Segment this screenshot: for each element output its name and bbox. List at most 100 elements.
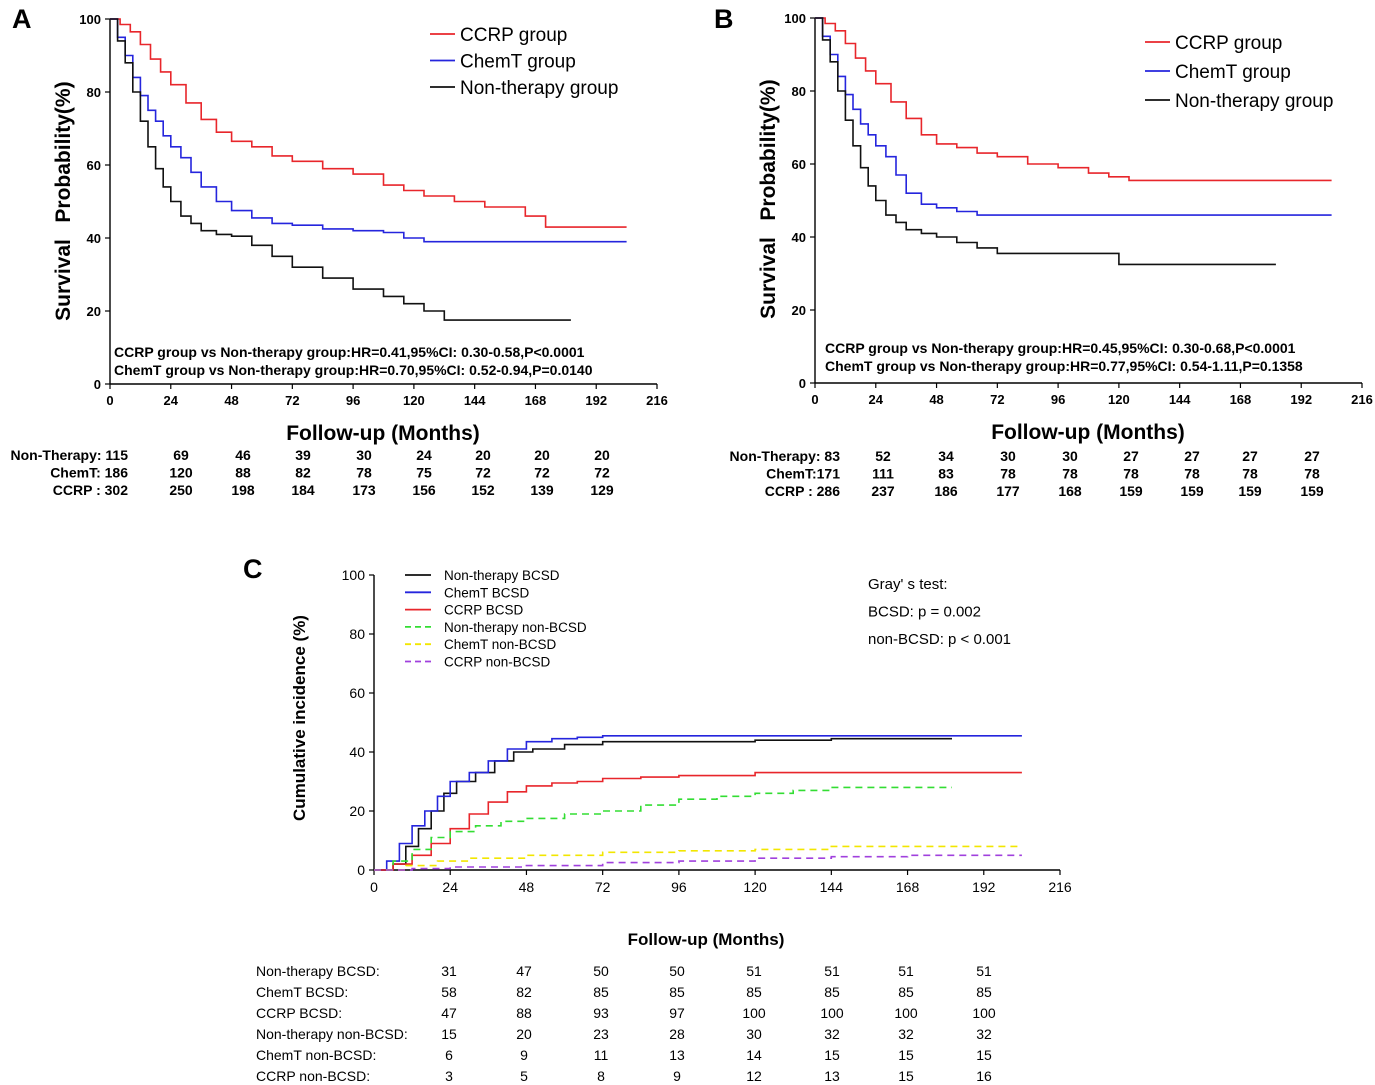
panel-c-y-axis-title: Cumulative incidence (%) — [290, 615, 309, 821]
panel-a-x-tick-label: 144 — [464, 393, 486, 408]
panel-a-risk-value: 250 — [169, 482, 193, 498]
panel-a-risk-value: 75 — [416, 465, 432, 481]
panel-c-risk-row-label: CCRP BCSD: — [256, 1005, 342, 1021]
panel-c: C0 24 48 72 96 120 144 168 192 216020406080100Fol… — [243, 554, 1072, 1084]
panel-a-y-axis-title-part2: Probability(%) — [52, 81, 75, 222]
panel-c-risk-value: 15 — [976, 1047, 992, 1063]
panel-b-risk-value: 78 — [1242, 466, 1258, 482]
panel-c-risk-value: 15 — [898, 1047, 914, 1063]
panel-a-x-tick-label: 48 — [224, 393, 238, 408]
panel-a-x-tick-label: 216 — [646, 393, 668, 408]
panel-c-risk-value: 47 — [516, 963, 532, 979]
panel-c-risk-value: 85 — [976, 984, 992, 1000]
panel-a-risk-value: 139 — [530, 482, 554, 498]
panel-c-risk-value: 85 — [746, 984, 762, 1000]
panel-c-risk-value: 15 — [441, 1026, 457, 1042]
panel-a-x-tick-label: 120 — [403, 393, 425, 408]
panel-a-risk-value: 78 — [356, 465, 372, 481]
panel-c-risk-value: 85 — [824, 984, 840, 1000]
panel-a-series-2-line — [110, 18, 571, 321]
panel-b-legend-label: ChemT group — [1175, 62, 1291, 83]
panel-b-x-tick-label: 96 — [1051, 392, 1065, 407]
panel-c-letter: C — [243, 554, 263, 584]
panel-a-x-tick-label: 192 — [585, 393, 607, 408]
panel-c-risk-value: 85 — [898, 984, 914, 1000]
panel-a-y-tick-label: 80 — [87, 85, 101, 100]
panel-c-risk-value: 100 — [894, 1005, 918, 1021]
panel-b-risk-value: 78 — [1000, 466, 1016, 482]
panel-c-y-tick-label: 60 — [349, 685, 365, 701]
panel-c-x-tick-label: 48 — [519, 879, 535, 895]
panel-a-risk-value: 20 — [534, 447, 550, 463]
panel-c-risk-value: 85 — [593, 984, 609, 1000]
panel-c-risk-value: 13 — [824, 1068, 840, 1084]
panel-a-y-tick-label: 20 — [87, 304, 101, 319]
panel-c-risk-value: 14 — [746, 1047, 762, 1063]
panel-a-risk-value: 152 — [471, 482, 495, 498]
panel-c-x-tick-label: 144 — [820, 879, 844, 895]
panel-b-x-tick-label: 24 — [869, 392, 884, 407]
panel-a-risk-value: 82 — [295, 465, 311, 481]
panel-b-risk-value: 83 — [938, 466, 954, 482]
panel-a-risk-value: 88 — [235, 465, 251, 481]
panel-c-risk-row-label: Non-therapy BCSD: — [256, 963, 380, 979]
panel-b-series-2-line — [815, 17, 1276, 266]
panel-c-series-5-line — [374, 854, 1022, 871]
panel-a-x-tick-label: 96 — [346, 393, 360, 408]
panel-c-x-tick-label: 192 — [972, 879, 996, 895]
panel-b-risk-row-label: CCRP : 286 — [765, 483, 840, 499]
panel-c-x-tick-label: 0 — [370, 879, 378, 895]
panel-c-risk-value: 58 — [441, 984, 457, 1000]
panel-a-series-1-line — [110, 18, 627, 243]
panel-a-legend-label: ChemT group — [460, 52, 576, 73]
panel-a-risk-row-label: ChemT: 186 — [50, 465, 128, 481]
panel-c-series-2-line — [374, 771, 1022, 871]
panel-b: B 0 24 48 72 96 120 144 168 192 216 0 20 40 60 80 100 Fol… — [714, 4, 1373, 499]
panel-b-risk-value: 52 — [875, 448, 891, 464]
panel-c-legend-label: CCRP BCSD — [444, 603, 524, 618]
panel-a: A 0 24 48 72 96 120 144 168 192 216 0 20 40 60 80 100 Fol… — [11, 4, 668, 498]
panel-a-y-tick-label: 100 — [79, 12, 101, 27]
panel-b-risk-value: 237 — [871, 483, 895, 499]
panel-c-risk-value: 9 — [520, 1047, 528, 1063]
panel-b-annotation: ChemT group vs Non-therapy group:HR=0.77… — [825, 358, 1303, 374]
panel-b-legend-label: CCRP group — [1175, 33, 1282, 54]
panel-c-risk-value: 51 — [824, 963, 840, 979]
panel-c-risk-row-label: Non-therapy non-BCSD: — [256, 1026, 408, 1042]
panel-c-x-axis-title: Follow-up (Months) — [628, 930, 785, 949]
panel-b-risk-value: 27 — [1242, 448, 1258, 464]
panel-b-risk-value: 159 — [1119, 483, 1143, 499]
panel-c-risk-value: 16 — [976, 1068, 992, 1084]
panel-c-risk-value: 97 — [669, 1005, 685, 1021]
panel-a-risk-row-label: CCRP : 302 — [53, 482, 128, 498]
panel-a-annotation: ChemT group vs Non-therapy group:HR=0.70… — [114, 362, 593, 378]
panel-a-legend-label: Non-therapy group — [460, 78, 618, 99]
panel-c-risk-value: 11 — [594, 1047, 609, 1063]
panel-c-risk-value: 85 — [669, 984, 685, 1000]
panel-a-risk-value: 184 — [291, 482, 315, 498]
panel-b-x-tick-label: 48 — [929, 392, 943, 407]
panel-c-legend-label: ChemT BCSD — [444, 585, 530, 600]
panel-c-risk-value: 88 — [516, 1005, 532, 1021]
panel-a-x-tick-label: 72 — [285, 393, 299, 408]
panel-b-letter: B — [714, 4, 734, 34]
panel-a-risk-value: 72 — [475, 465, 491, 481]
panel-a-risk-row-label: Non-Therapy: 115 — [11, 447, 129, 463]
panel-c-x-tick-label: 168 — [896, 879, 920, 895]
panel-c-series-4-line — [374, 845, 1022, 871]
panel-c-risk-value: 28 — [669, 1026, 685, 1042]
panel-b-x-tick-label: 192 — [1290, 392, 1312, 407]
panel-c-legend-label: Non-therapy BCSD — [444, 568, 560, 583]
panel-b-risk-value: 30 — [1000, 448, 1016, 464]
panel-a-x-tick-label: 0 — [106, 393, 113, 408]
panel-a-risk-value: 198 — [231, 482, 255, 498]
panel-c-risk-row-label: CCRP non-BCSD: — [256, 1068, 370, 1084]
panel-b-x-axis-title: Follow-up (Months) — [991, 421, 1185, 444]
panel-c-annotation: BCSD: p = 0.002 — [868, 604, 981, 621]
panel-c-risk-value: 15 — [898, 1068, 914, 1084]
panel-a-risk-value: 72 — [534, 465, 550, 481]
panel-c-risk-value: 32 — [824, 1026, 840, 1042]
panel-b-y-tick-label: 20 — [792, 303, 806, 318]
panel-b-x-tick-label: 0 — [811, 392, 818, 407]
panel-c-risk-value: 30 — [746, 1026, 762, 1042]
